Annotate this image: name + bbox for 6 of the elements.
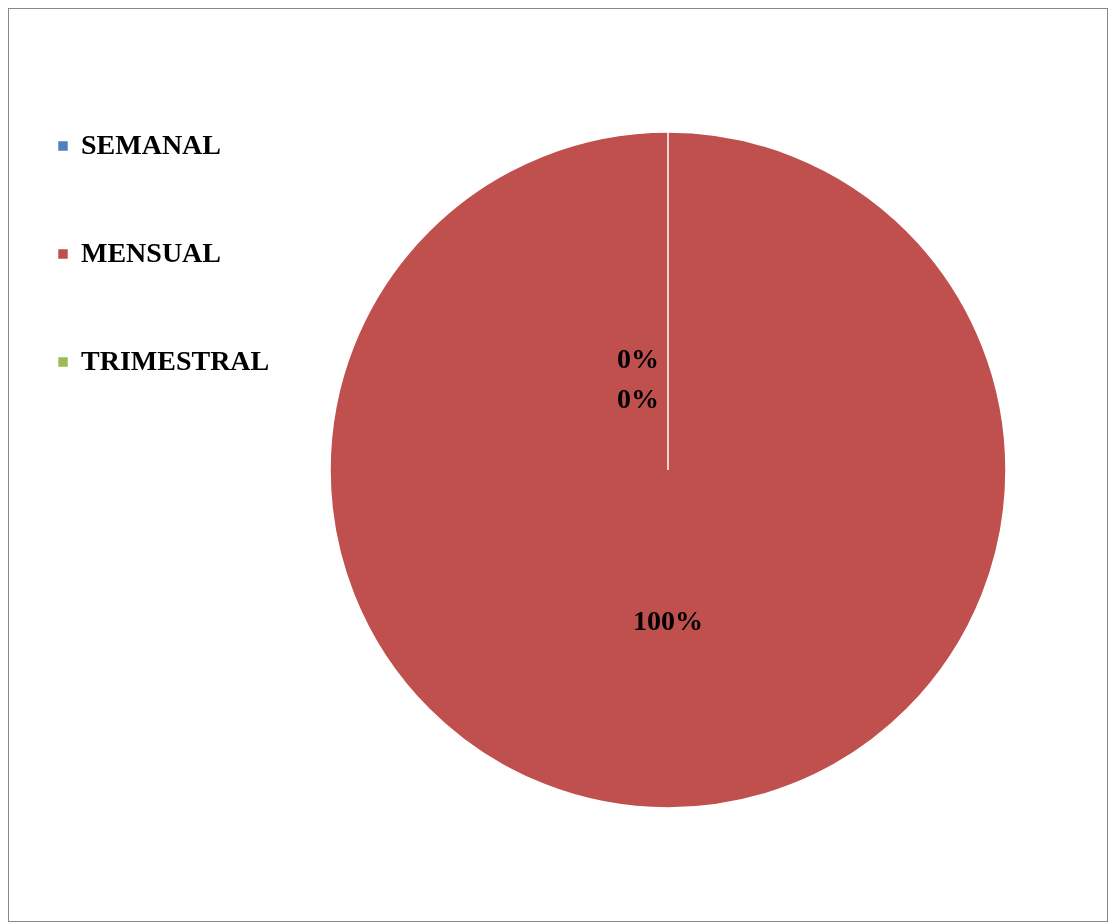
legend-label: MENSUAL <box>81 237 222 268</box>
legend-label: TRIMESTRAL <box>81 345 270 376</box>
text: 0% <box>617 343 659 374</box>
data-label: 100% <box>633 605 703 637</box>
legend-label: SEMANAL <box>81 129 222 160</box>
text: 0% <box>617 383 659 414</box>
